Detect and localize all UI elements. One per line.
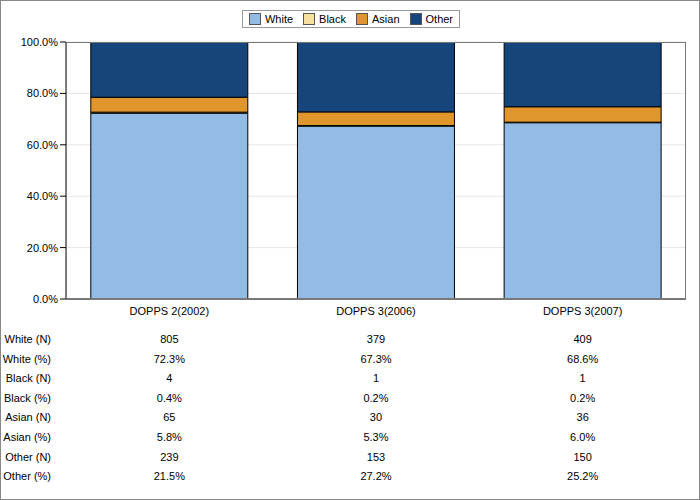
html-text:Black: Black	[319, 13, 346, 25]
html-text:21.5%: 21.5%	[153, 470, 185, 483]
html-text:153: 153	[366, 450, 386, 463]
html-text:1: 1	[372, 372, 379, 385]
html-text:Black (N): Black (N)	[5, 372, 51, 385]
svg-text:DOPPS 2(2002): DOPPS 2(2002)	[130, 305, 209, 317]
html-text:Other (N): Other (N)	[5, 450, 51, 463]
svg-text:60.0%: 60.0%	[27, 139, 58, 151]
html-text:Black (%): Black (%)	[3, 391, 51, 404]
html-text:30: 30	[369, 411, 383, 424]
html-text:Asian (%): Asian (%)	[3, 431, 51, 443]
html-text:5.8%: 5.8%	[156, 431, 182, 443]
svg-text:100.0%: 100.0%	[21, 36, 59, 48]
html-text:805: 805	[160, 333, 179, 345]
html-text:68.6%: 68.6%	[567, 352, 599, 365]
svg-text:DOPPS 3(2006): DOPPS 3(2006)	[336, 305, 415, 317]
html-text:Asian (N): Asian (N)	[5, 411, 51, 424]
html-text:4: 4	[166, 372, 173, 385]
html-text:0.4%: 0.4%	[156, 391, 182, 404]
html-text:239: 239	[160, 450, 179, 463]
html-text:27.2%: 27.2%	[360, 470, 392, 483]
html-text:Other: Other	[425, 13, 453, 25]
svg-text:0.0%: 0.0%	[33, 293, 58, 305]
html-text:36: 36	[576, 411, 589, 424]
html-text:0.2%: 0.2%	[570, 391, 596, 404]
html-text:72.3%: 72.3%	[153, 352, 185, 365]
html-text:0.2%: 0.2%	[363, 391, 389, 404]
html-text:1: 1	[579, 372, 586, 385]
html-text:25.2%: 25.2%	[567, 470, 599, 483]
svg-text:40.0%: 40.0%	[27, 190, 58, 202]
html-text:White (%): White (%)	[2, 352, 51, 365]
svg-text:80.0%: 80.0%	[27, 87, 58, 99]
svg-text:20.0%: 20.0%	[27, 242, 58, 254]
html-text:409: 409	[573, 333, 592, 345]
html-text:65: 65	[163, 411, 176, 424]
html-text:5.3%: 5.3%	[363, 431, 389, 443]
html-text:White (N): White (N)	[4, 333, 51, 345]
html-text:150: 150	[573, 450, 592, 463]
html-text:Asian: Asian	[372, 13, 400, 25]
html-text:Other (%): Other (%)	[3, 470, 51, 483]
svg-text:DOPPS 3(2007): DOPPS 3(2007)	[543, 305, 622, 317]
html-text:White: White	[265, 13, 294, 25]
html-text:379: 379	[366, 333, 386, 345]
html-text:6.0%: 6.0%	[570, 431, 596, 443]
html-text:67.3%: 67.3%	[360, 352, 392, 365]
